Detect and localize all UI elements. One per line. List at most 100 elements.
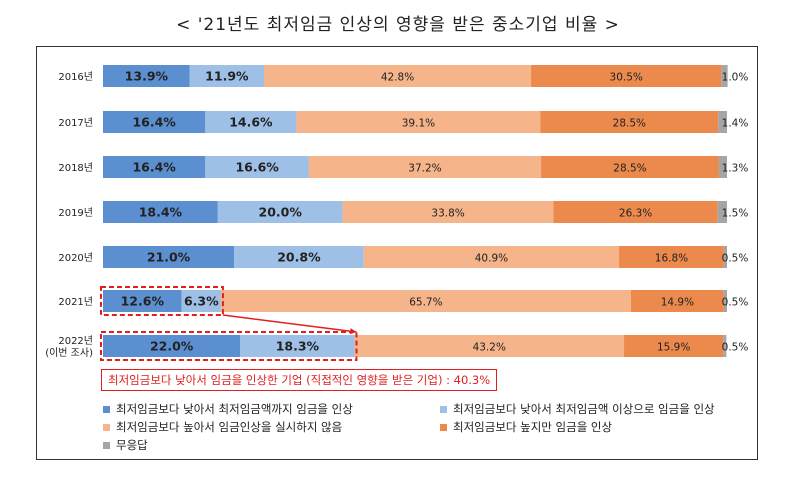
- data-label: 65.7%: [409, 297, 442, 309]
- data-label: 11.9%: [205, 69, 249, 84]
- bar-segment: [189, 65, 264, 87]
- legend-swatch-1: [103, 405, 110, 413]
- chart-frame: [36, 46, 758, 460]
- bar-segment: [531, 65, 722, 87]
- bar-segment: [363, 246, 620, 268]
- data-label: 33.8%: [431, 208, 464, 220]
- connector-arrowhead: [349, 328, 357, 335]
- highlight-box-2021: [100, 286, 224, 316]
- data-label: 0.5%: [722, 253, 749, 265]
- bar-segment: [205, 111, 297, 133]
- data-label: 0.5%: [722, 342, 749, 354]
- data-label: 1.0%: [722, 72, 749, 84]
- bar-segment: [723, 335, 727, 357]
- bar-segment: [263, 65, 532, 87]
- legend-label-2: 최저임금보다 낮아서 최저임금액 이상으로 임금을 인상: [453, 402, 715, 416]
- data-label: 40.9%: [475, 253, 508, 265]
- bar-segment: [103, 65, 190, 87]
- data-label: 26.3%: [619, 208, 652, 220]
- data-label: 28.5%: [613, 118, 646, 130]
- bar-segment: [723, 246, 727, 268]
- category-label: 2017년: [58, 117, 93, 129]
- legend-item-1: 최저임금보다 낮아서 최저임금액까지 임금을 인상: [103, 401, 353, 417]
- data-label: 18.4%: [139, 205, 183, 220]
- bar-segment: [630, 290, 724, 312]
- data-label: 16.8%: [655, 253, 688, 265]
- bar-segment: [540, 111, 719, 133]
- connector-line: [222, 314, 357, 333]
- bar-segment: [103, 290, 182, 312]
- bar-segment: [205, 156, 309, 178]
- legend-swatch-4: [440, 423, 447, 431]
- bar-segment: [342, 201, 554, 223]
- category-label: 2020년: [58, 252, 93, 264]
- chart-title: < '21년도 최저임금 인상의 영향을 받은 중소기업 비율 >: [176, 15, 620, 35]
- data-label: 39.1%: [402, 118, 435, 130]
- data-label: 30.5%: [610, 72, 643, 84]
- bar-segment: [717, 201, 727, 223]
- data-label: 13.9%: [125, 69, 169, 84]
- legend-swatch-2: [440, 405, 447, 413]
- bar-segment: [103, 335, 241, 357]
- data-label: 16.6%: [235, 160, 279, 175]
- bar-segment: [296, 111, 541, 133]
- bar-segment: [103, 201, 218, 223]
- legend-item-4: 최저임금보다 높지만 임금을 인상: [440, 419, 612, 435]
- data-label: 14.6%: [229, 115, 273, 130]
- bar-segment: [624, 335, 724, 357]
- data-label: 37.2%: [408, 163, 441, 175]
- bar-segment: [721, 65, 728, 87]
- bar-segment: [553, 201, 718, 223]
- category-sublabel: (이번 조사): [45, 347, 93, 359]
- category-label: 2018년: [58, 162, 93, 174]
- data-label: 1.4%: [722, 118, 749, 130]
- bar-segment: [103, 111, 206, 133]
- data-label: 18.3%: [276, 339, 320, 354]
- bar-segment: [718, 156, 727, 178]
- bar-segment: [354, 335, 625, 357]
- data-label: 16.4%: [132, 115, 176, 130]
- data-label: 42.8%: [381, 72, 414, 84]
- bar-segment: [217, 201, 343, 223]
- legend-label-3: 최저임금보다 높아서 임금인상을 실시하지 않음: [116, 420, 343, 434]
- legend-swatch-3: [103, 423, 110, 431]
- highlight-box-2022: [100, 331, 358, 361]
- category-label: 2021년: [58, 296, 93, 308]
- data-label: 1.5%: [722, 208, 749, 220]
- bar-segment: [103, 246, 235, 268]
- data-label: 20.8%: [277, 250, 321, 265]
- category-label: 2022년: [58, 335, 93, 347]
- bar-segment: [541, 156, 719, 178]
- data-label: 16.4%: [132, 160, 176, 175]
- data-label: 1.3%: [722, 163, 749, 175]
- legend-label-1: 최저임금보다 낮아서 최저임금액까지 임금을 인상: [116, 402, 353, 416]
- legend-swatch-5: [103, 441, 110, 449]
- bar-segment: [181, 290, 221, 312]
- bar-segment: [220, 290, 631, 312]
- bar-segment: [234, 246, 364, 268]
- bar-segment: [103, 156, 206, 178]
- data-label: 21.0%: [147, 250, 191, 265]
- bar-segment: [723, 290, 727, 312]
- legend-item-3: 최저임금보다 높아서 임금인상을 실시하지 않음: [103, 419, 342, 435]
- data-label: 22.0%: [150, 339, 194, 354]
- legend-item-5: 무응답: [103, 437, 148, 453]
- data-label: 6.3%: [184, 294, 219, 309]
- chart-annotation: 최저임금보다 낮아서 임금을 인상한 기업 (직접적인 영향을 받은 기업) :…: [101, 369, 498, 391]
- data-label: 15.9%: [657, 342, 690, 354]
- data-label: 14.9%: [661, 297, 694, 309]
- category-label: 2019년: [58, 207, 93, 219]
- bar-segment: [619, 246, 724, 268]
- bar-segment: [718, 111, 727, 133]
- data-label: 43.2%: [473, 342, 506, 354]
- legend-label-5: 무응답: [116, 438, 148, 452]
- bar-segment: [240, 335, 355, 357]
- legend-item-2: 최저임금보다 낮아서 최저임금액 이상으로 임금을 인상: [440, 401, 715, 417]
- data-label: 12.6%: [121, 294, 165, 309]
- legend-label-4: 최저임금보다 높지만 임금을 인상: [453, 420, 613, 434]
- bar-segment: [308, 156, 542, 178]
- category-label: 2016년: [58, 71, 93, 83]
- data-label: 28.5%: [613, 163, 646, 175]
- data-label: 20.0%: [259, 205, 303, 220]
